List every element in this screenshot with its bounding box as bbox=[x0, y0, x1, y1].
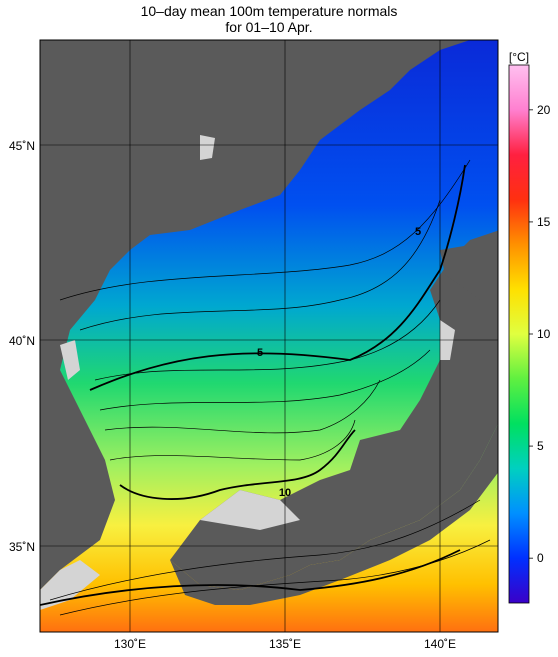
lat-tick-label: 40˚N bbox=[9, 334, 35, 348]
lat-tick-label: 45˚N bbox=[9, 139, 35, 153]
map-subtitle: for 01–10 Apr. bbox=[225, 19, 313, 35]
colorbar-tick-label: 20 bbox=[537, 103, 551, 117]
lat-tick-label: 35˚N bbox=[9, 540, 35, 554]
bold-contours bbox=[40, 164, 466, 606]
colorbar: [°C] 20 15 10 5 0 bbox=[508, 50, 551, 604]
colorbar-tick-label: 5 bbox=[537, 439, 544, 453]
shelf-area bbox=[60, 340, 80, 380]
colorbar-unit: [°C] bbox=[509, 50, 529, 64]
colorbar-bar bbox=[508, 64, 530, 604]
contour-label: 5 bbox=[415, 226, 421, 238]
shelf-area bbox=[200, 490, 300, 530]
land-mass bbox=[200, 135, 215, 160]
colorbar-ticks: 20 15 10 5 0 bbox=[529, 103, 551, 565]
colorbar-tick-label: 10 bbox=[537, 327, 551, 341]
lon-tick-label: 135˚E bbox=[269, 637, 301, 651]
shelf-area bbox=[40, 560, 100, 610]
lon-tick-label: 140˚E bbox=[424, 637, 456, 651]
graticule bbox=[40, 40, 498, 632]
land-mass bbox=[440, 240, 498, 318]
contour-label: 5 bbox=[257, 347, 263, 359]
colorbar-tick-label: 15 bbox=[537, 215, 551, 229]
map-body: 5 5 10 bbox=[40, 40, 498, 632]
lon-tick-label: 130˚E bbox=[114, 637, 146, 651]
map-title: 10–day mean 100m temperature normals bbox=[140, 3, 398, 19]
sea-area bbox=[40, 40, 498, 632]
map-frame bbox=[39, 39, 499, 633]
land-mass bbox=[170, 424, 498, 605]
contour-lines bbox=[49, 159, 491, 616]
colorbar-tick-label: 0 bbox=[537, 551, 544, 565]
